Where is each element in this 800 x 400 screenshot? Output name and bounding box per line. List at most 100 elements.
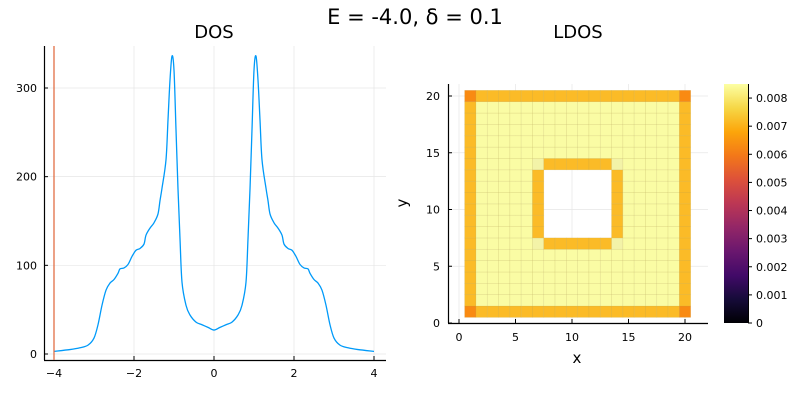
ldos-cell — [532, 282, 545, 295]
ldos-cell — [520, 135, 533, 148]
ldos-cell — [464, 294, 477, 307]
ldos-cell — [667, 158, 680, 171]
ldos-cell — [486, 112, 499, 125]
ldos-cell — [509, 248, 522, 261]
ldos-cell — [566, 237, 578, 250]
ldos-cell — [554, 260, 567, 273]
ldos-cell — [622, 135, 635, 148]
ldos-cell — [543, 158, 556, 171]
ldos-cell — [611, 169, 624, 182]
ldos-cell — [532, 169, 545, 182]
ldos-cell — [509, 260, 522, 273]
ldos-cell — [520, 237, 533, 250]
ldos-ytick-label: 0 — [433, 317, 440, 330]
ldos-cell — [532, 214, 545, 227]
ldos-cell — [498, 305, 511, 318]
ldos-cell — [679, 260, 691, 273]
ldos-cell — [543, 146, 556, 159]
ldos-cell — [532, 135, 545, 148]
ldos-cell — [599, 294, 612, 307]
ldos-cell — [679, 237, 691, 250]
ldos-cell — [633, 271, 646, 284]
ldos-cell — [656, 237, 669, 250]
ldos-cell — [679, 169, 691, 182]
ldos-cell — [667, 226, 680, 239]
ldos-cell — [464, 237, 477, 250]
ldos-cell — [633, 124, 646, 137]
ldos-cell — [645, 214, 658, 227]
ldos-cell — [588, 260, 601, 273]
ldos-cell — [532, 248, 545, 261]
ldos-cell — [532, 158, 545, 171]
ldos-cell — [498, 112, 511, 125]
ldos-cell — [633, 158, 646, 171]
ldos-cell — [645, 169, 658, 182]
ldos-cell — [464, 282, 477, 295]
ldos-cell — [464, 112, 477, 125]
ldos-cell — [588, 135, 601, 148]
ldos-cell — [588, 90, 601, 103]
ldos-cell — [509, 214, 522, 227]
ldos-cell — [633, 305, 646, 318]
ldos-cell — [464, 146, 477, 159]
ldos-cell — [599, 158, 612, 171]
ldos-cell — [543, 271, 556, 284]
ldos-cell — [577, 260, 590, 273]
ldos-cell — [622, 203, 635, 216]
ldos-title: LDOS — [553, 22, 602, 43]
ldos-cell — [509, 226, 522, 239]
ldos-cell — [532, 124, 545, 137]
ldos-cell — [633, 146, 646, 159]
ldos-cell — [566, 112, 578, 125]
dos-curve — [53, 55, 375, 352]
ldos-cell — [486, 135, 499, 148]
dos-xtick-label: −2 — [126, 367, 142, 380]
dos-ytick-label: 200 — [16, 171, 37, 184]
ldos-cell — [566, 248, 578, 261]
ldos-cell — [588, 294, 601, 307]
ldos-cell — [498, 135, 511, 148]
ldos-cell — [486, 214, 499, 227]
ldos-cell — [599, 237, 612, 250]
ldos-cell — [577, 90, 590, 103]
colorbar-tick-label: 0.008 — [756, 92, 788, 105]
ldos-cell — [679, 146, 691, 159]
ldos-cell — [611, 214, 624, 227]
dos-xtick-label: 2 — [291, 367, 298, 380]
ldos-cell — [577, 101, 590, 114]
ldos-cell — [566, 305, 578, 318]
dos-ytick-label: 300 — [16, 82, 37, 95]
ldos-cell — [509, 305, 522, 318]
ldos-cell — [656, 124, 669, 137]
ldos-cell — [475, 101, 488, 114]
ldos-cell — [645, 305, 658, 318]
ldos-cell — [475, 169, 488, 182]
ldos-cell — [622, 124, 635, 137]
ldos-cell — [667, 260, 680, 273]
colorbar: 0 0.001 0.002 0.003 0.004 0.005 0.006 0.007 0.00… — [724, 84, 788, 330]
ldos-axes — [447, 84, 708, 325]
ldos-cell — [645, 101, 658, 114]
ldos-cell — [475, 237, 488, 250]
ldos-cell — [611, 294, 624, 307]
ldos-cell — [498, 226, 511, 239]
ldos-cell — [464, 135, 477, 148]
ldos-cell — [520, 169, 533, 182]
ldos-cell — [464, 214, 477, 227]
ldos-cell — [656, 180, 669, 193]
ldos-cell — [656, 90, 669, 103]
ldos-cell — [498, 90, 511, 103]
dos-plot: DOS −4 −2 0 2 4 0 100 200 300 — [16, 22, 386, 380]
ldos-cell — [532, 260, 545, 273]
ldos-cell — [622, 305, 635, 318]
ldos-ytick-label: 15 — [426, 147, 440, 160]
ldos-cell — [656, 305, 669, 318]
ldos-cell — [656, 135, 669, 148]
ldos-cell — [633, 237, 646, 250]
ldos-cell — [667, 271, 680, 284]
ldos-cell — [509, 135, 522, 148]
ldos-cell — [554, 158, 567, 171]
ldos-cell — [464, 271, 477, 284]
ldos-cell — [633, 282, 646, 295]
ldos-cell — [656, 214, 669, 227]
